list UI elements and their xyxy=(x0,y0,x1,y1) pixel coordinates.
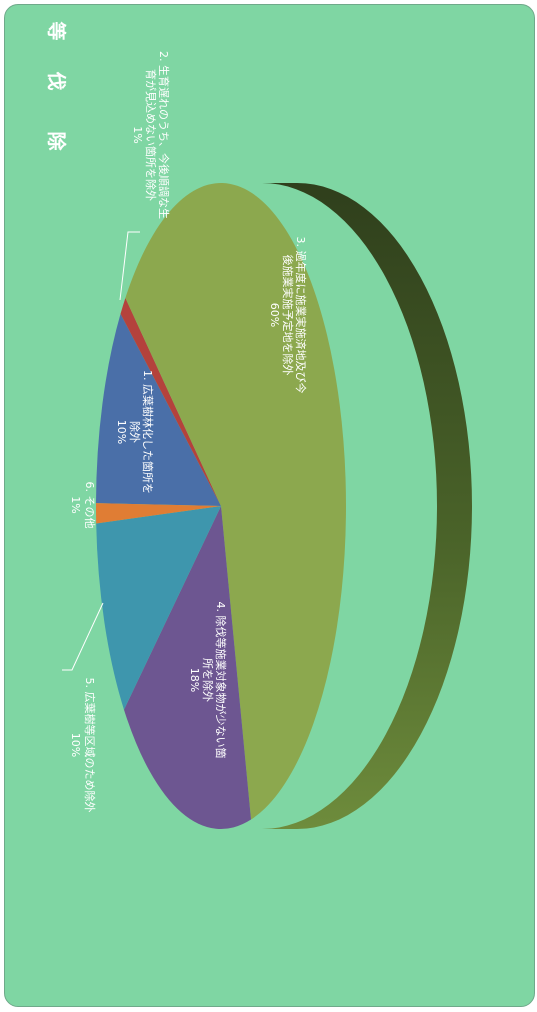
slice-label-4-line-2: 所を除外 xyxy=(201,658,215,702)
pie-slice-3 xyxy=(125,183,346,820)
pie-slice-6 xyxy=(95,503,221,524)
pie-slice-5 xyxy=(96,506,221,710)
slice-label-3-line-2: 後施業実施予定地を除外 xyxy=(281,255,295,376)
slice-label-3-line-1: 3. 過年度に施業実施済地及び今 xyxy=(294,237,308,394)
slice-label-3: 3. 過年度に施業実施済地及び今 後施業実施予定地を除外 60% xyxy=(268,237,308,394)
slice-label-6: 6. その他 1% xyxy=(69,482,96,529)
chart-title-char-2: 伐 xyxy=(45,71,68,90)
pie-slice-2 xyxy=(120,297,221,506)
slice-label-6-line-1: 6. その他 xyxy=(83,482,96,529)
slice-label-4-value: 18% xyxy=(188,668,201,692)
pie-slice-1 xyxy=(96,313,221,506)
slice-label-1: 1. 広葉樹林化した箇所を 除外 10% xyxy=(115,370,155,494)
slice-label-2: 2. 生育遅れのうち、今後順調な生 育が見込めない箇所を除外 1% xyxy=(131,51,171,219)
slice-label-1-line-2: 除外 xyxy=(128,421,142,443)
slice-label-6-value: 1% xyxy=(69,496,82,513)
chart-title-char-1: 除 xyxy=(45,131,68,151)
pie-slice-4 xyxy=(123,506,252,830)
pie-side-slice-3 xyxy=(262,183,472,829)
slice-label-5-line-1: 5. 広葉樹等区域のため除外 xyxy=(83,678,97,813)
slice-label-2-line-1: 2. 生育遅れのうち、今後順調な生 xyxy=(157,51,171,219)
leader-line-slice-5 xyxy=(62,602,104,671)
slice-label-2-line-2: 育が見込めない箇所を除外 xyxy=(144,69,158,201)
slice-label-3-value: 60% xyxy=(268,303,281,327)
leader-line-slice-2 xyxy=(119,231,140,301)
slice-label-5: 5. 広葉樹等区域のため除外 10% xyxy=(69,678,97,813)
slice-label-4: 4. 除伐等施業対象物が少ない箇 所を除外 18% xyxy=(188,602,228,759)
slice-label-5-value: 10% xyxy=(69,733,82,757)
slice-label-2-value: 1% xyxy=(131,126,144,143)
slice-label-1-value: 10% xyxy=(115,420,128,444)
slice-label-4-line-1: 4. 除伐等施業対象物が少ない箇 xyxy=(214,602,228,759)
chart-title-char-3: 等 xyxy=(45,20,68,40)
slice-label-1-line-1: 1. 広葉樹林化した箇所を xyxy=(141,370,155,494)
